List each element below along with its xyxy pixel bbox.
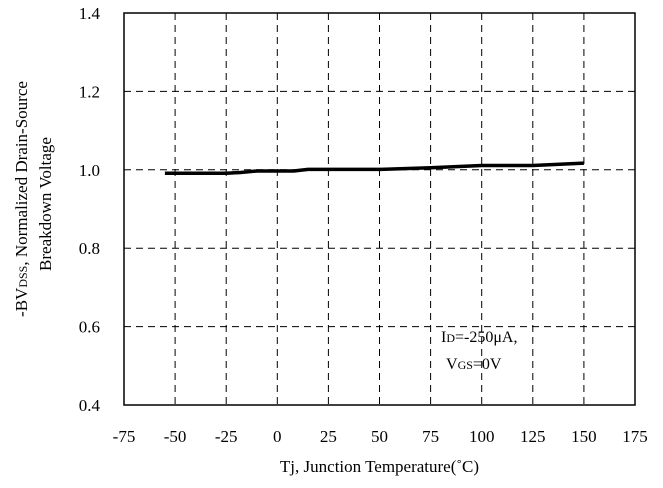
y-axis-title-line-1: -BVDSS, Normalized Drain-Source xyxy=(12,81,31,317)
grid xyxy=(124,13,635,405)
x-axis-tick-labels: -75 -50 -25 0 25 50 75 100 125 150 175 xyxy=(113,427,648,446)
annotation-id-value: =-250μA, xyxy=(455,329,517,346)
test-conditions-annotation: ID=-250μA, VGS=0V xyxy=(441,329,517,373)
plot-area-frame xyxy=(123,12,636,406)
x-tick-label: 0 xyxy=(273,427,282,446)
x-tick-label: 150 xyxy=(571,427,597,446)
x-tick-label: -50 xyxy=(164,427,187,446)
x-tick-label: -75 xyxy=(113,427,136,446)
y-tick-label: 1.4 xyxy=(79,4,101,23)
y-tick-label: 1.2 xyxy=(79,82,100,101)
x-axis-title: Tj, Junction Temperature(˚C) xyxy=(280,457,479,476)
y-tick-label: 0.4 xyxy=(79,396,101,415)
x-tick-label: 75 xyxy=(422,427,439,446)
annotation-vgs-symbol: V xyxy=(446,356,458,373)
y-axis-title-rest: , Normalized Drain-Source xyxy=(12,81,31,266)
x-tick-label: -25 xyxy=(215,427,238,446)
annotation-id-subscript: D xyxy=(446,331,455,345)
y-axis-title-bv: -BV xyxy=(12,287,31,317)
y-axis-tick-labels: 0.4 0.6 0.8 1.0 1.2 1.4 xyxy=(79,4,101,415)
x-tick-label: 50 xyxy=(371,427,388,446)
series xyxy=(164,161,584,176)
annotation-line-vgs: VGS=0V xyxy=(446,356,502,373)
y-axis-title-line-2: Breakdown Voltage xyxy=(36,137,55,271)
series-line xyxy=(164,161,584,176)
annotation-vgs-value: =0V xyxy=(473,356,502,373)
x-tick-label: 125 xyxy=(520,427,546,446)
y-axis-title: -BVDSS, Normalized Drain-Source Breakdow… xyxy=(12,81,55,317)
x-tick-label: 175 xyxy=(622,427,648,446)
x-tick-label: 25 xyxy=(320,427,337,446)
annotation-id-symbol: I xyxy=(441,329,446,346)
y-tick-label: 0.6 xyxy=(79,318,100,337)
annotation-vgs-subscript: GS xyxy=(458,358,473,372)
y-tick-label: 1.0 xyxy=(79,161,100,180)
y-tick-label: 0.8 xyxy=(79,239,100,258)
y-axis-title-subscript: DSS xyxy=(16,266,30,288)
annotation-line-id: ID=-250μA, xyxy=(441,329,517,346)
x-tick-label: 100 xyxy=(469,427,495,446)
